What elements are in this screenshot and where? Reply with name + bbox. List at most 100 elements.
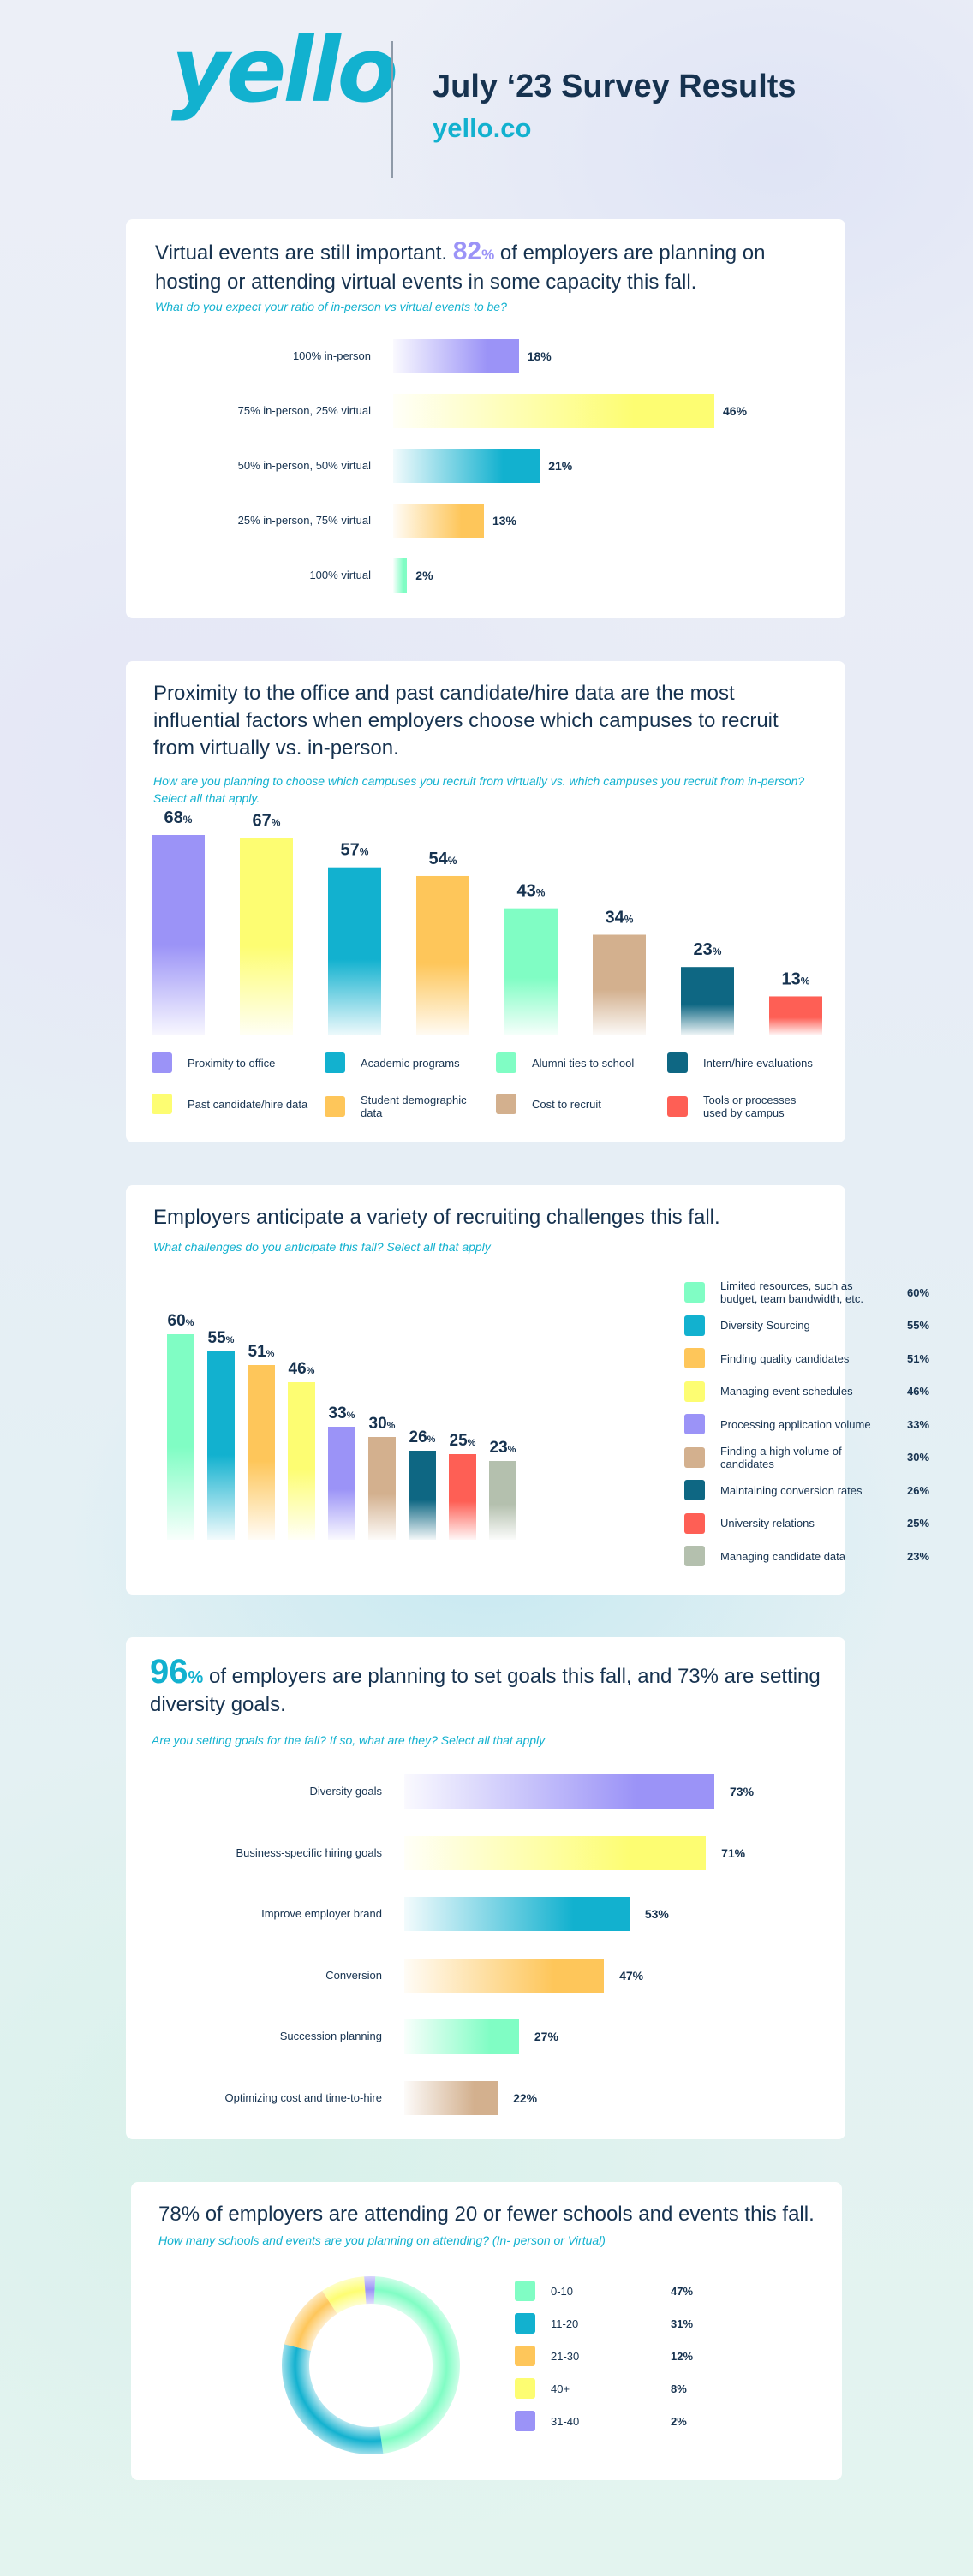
legend-swatch: [515, 2346, 535, 2366]
bar-value-business-specific-hiring-goals: 71%: [721, 1846, 746, 1860]
section-4-title: 96% of employers are planning to set goa…: [150, 1655, 827, 1719]
legend-item-0-10: 0-10 47%: [515, 2280, 875, 2302]
section-1-title-post: of employers are planning on hosting or …: [155, 242, 766, 294]
legend-swatch: [515, 2313, 535, 2334]
section-4-title-post: of employers are planning to set goals t…: [150, 1665, 821, 1716]
legend-item-finding-a-high-volume-of-candidates: Finding a high volume of candidates 30%: [684, 1445, 941, 1470]
legend-item-limited-resources-such-as-budget-team-bandwidth-etc: Limited resources, such as budget, team …: [684, 1279, 941, 1305]
bar-business-specific-hiring-goals: [404, 1835, 707, 1870]
legend-item-proximity-to-office: Proximity to office: [152, 1052, 314, 1073]
legend-item-managing-event-schedules: Managing event schedules 46%: [684, 1379, 941, 1404]
bar-proximity-to-office: [152, 835, 205, 1035]
legend-label: Cost to recruit: [532, 1097, 601, 1111]
bar-limited-resources-such-as-budget-team-bandwidth-etc: [167, 1334, 194, 1540]
bar-finding-a-high-volume-of-candidates: [368, 1437, 396, 1540]
legend-value: 51%: [907, 1351, 930, 1365]
legend-item-academic-programs: Academic programs: [325, 1052, 487, 1073]
bar-75-in-person-25-virtual: [393, 394, 714, 428]
card-event-ratio: Virtual events are still important. 82% …: [126, 219, 845, 618]
legend-label: 21-30: [551, 2349, 580, 2363]
legend-value: 60%: [907, 1285, 930, 1299]
legend-label: Maintaining conversion rates: [720, 1483, 863, 1497]
bar-value-75-in-person-25-virtual: 46%: [723, 404, 748, 418]
event-ratio-chart: 100% in-person 18% 75% in-person, 25% virt…: [126, 219, 845, 618]
bar-maintaining-conversion-rates: [409, 1451, 436, 1540]
legend-value: 55%: [907, 1319, 930, 1332]
section-1-title-pre: Virtual events are still important.: [155, 242, 448, 265]
bar-value-managing-event-schedules: 46%: [289, 1360, 315, 1378]
legend-value: 26%: [907, 1483, 930, 1497]
card-schools-events: 78% of employers are attending 20 or few…: [131, 2182, 842, 2480]
legend-swatch: [325, 1096, 345, 1117]
legend-swatch: [684, 1446, 705, 1468]
legend-label: Diversity Sourcing: [720, 1319, 810, 1332]
bar-value-limited-resources-such-as-budget-team-bandwidth-etc: 60%: [168, 1312, 194, 1330]
bar-diversity-sourcing: [207, 1351, 235, 1540]
bar-label-optimizing-cost-and-time-to-hire: Optimizing cost and time-to-hire: [224, 2090, 382, 2104]
card-goals: 96% of employers are planning to set goa…: [126, 1637, 845, 2139]
bar-label-100-virtual: 100% virtual: [309, 569, 371, 581]
bar-succession-planning: [404, 2019, 519, 2054]
header-divider: [391, 41, 393, 178]
legend-swatch: [515, 2411, 535, 2431]
legend-value: 31%: [671, 2317, 694, 2330]
legend-value: 2%: [671, 2414, 687, 2428]
legend-item-finding-quality-candidates: Finding quality candidates 51%: [684, 1345, 941, 1371]
legend-item-40: 40+ 8%: [515, 2377, 875, 2400]
bar-label-75-in-person-25-virtual: 75% in-person, 25% virtual: [237, 404, 371, 417]
legend-label: Student demographic data: [361, 1094, 467, 1119]
challenges-chart: 60% 55% 51% 46% 33% 30% 26% 25% 23%: [167, 1312, 516, 1540]
section-3-subtitle: What challenges do you anticipate this f…: [153, 1240, 491, 1254]
legend-item-intern-hire-evaluations: Intern/hire evaluations: [667, 1052, 830, 1073]
legend-swatch: [325, 1052, 345, 1073]
section-3-title: Employers anticipate a variety of recrui…: [153, 1206, 720, 1229]
bar-finding-quality-candidates: [248, 1365, 275, 1540]
section-4-title-pct: 96%: [150, 1653, 204, 1690]
legend-swatch: [667, 1052, 688, 1073]
bar-university-relations: [449, 1454, 476, 1540]
legend-item-diversity-sourcing: Diversity Sourcing 55%: [684, 1313, 941, 1339]
bar-cost-to-recruit: [593, 934, 646, 1035]
bar-value-proximity-to-office: 68%: [164, 808, 193, 827]
bar-value-100-virtual: 2%: [415, 569, 433, 582]
section-5-title: 78% of employers are attending 20 or few…: [158, 2203, 815, 2226]
legend-item-past-candidate-hire-data: Past candidate/hire data: [152, 1094, 314, 1114]
bar-value-student-demographic-data: 54%: [429, 850, 457, 868]
legend-item-31-40: 31-40 2%: [515, 2410, 875, 2432]
legend-value: 8%: [671, 2382, 687, 2395]
legend-value: 33%: [907, 1417, 930, 1431]
legend-item-processing-application-volume: Processing application volume 33%: [684, 1411, 941, 1437]
legend-swatch: [684, 1348, 705, 1368]
campus-factors-chart: 68% 67% 57% 54% 43% 34% 23% 13%: [152, 808, 822, 1035]
card-campus-factors: Proximity to the office and past candida…: [126, 661, 845, 1142]
bar-value-intern-hire-evaluations: 23%: [694, 940, 722, 959]
legend-label: Intern/hire evaluations: [703, 1056, 813, 1070]
legend-label: Tools or processes used by campus: [703, 1094, 797, 1119]
slice-40: [322, 2276, 367, 2314]
legend-item-student-demographic-data: Student demographic data: [325, 1094, 487, 1119]
legend-value: 30%: [907, 1451, 930, 1464]
bar-value-tools-or-processes-used-by-campus: 13%: [782, 969, 810, 988]
legend-label: Finding a high volume of candidates: [720, 1444, 842, 1470]
legend-item-cost-to-recruit: Cost to recruit: [496, 1094, 659, 1114]
legend-swatch: [684, 1282, 705, 1303]
bar-intern-hire-evaluations: [681, 967, 734, 1035]
bar-25-in-person-75-virtual: [393, 504, 484, 538]
legend-item-maintaining-conversion-rates: Maintaining conversion rates 26%: [684, 1477, 941, 1503]
legend-label: Finding quality candidates: [720, 1351, 850, 1365]
section-2-title: Proximity to the office and past candida…: [153, 682, 779, 760]
bar-value-succession-planning: 27%: [534, 2030, 558, 2043]
legend-item-21-30: 21-30 12%: [515, 2345, 875, 2367]
bar-value-past-candidate-hire-data: 67%: [253, 811, 281, 830]
bar-value-finding-quality-candidates: 51%: [248, 1343, 275, 1361]
bar-value-diversity-sourcing: 55%: [208, 1329, 235, 1347]
legend-label: Managing event schedules: [720, 1385, 853, 1398]
yello-logo: yello: [171, 18, 398, 122]
legend-label: Limited resources, such as budget, team …: [720, 1279, 863, 1305]
legend-item-tools-or-processes-used-by-campus: Tools or processes used by campus: [667, 1094, 830, 1119]
bar-managing-event-schedules: [288, 1382, 315, 1540]
legend-label: 0-10: [551, 2284, 574, 2298]
legend-item-11-20: 11-20 31%: [515, 2312, 875, 2334]
site-link[interactable]: yello.co: [433, 113, 532, 143]
bar-label-50-in-person-50-virtual: 50% in-person, 50% virtual: [237, 459, 371, 472]
